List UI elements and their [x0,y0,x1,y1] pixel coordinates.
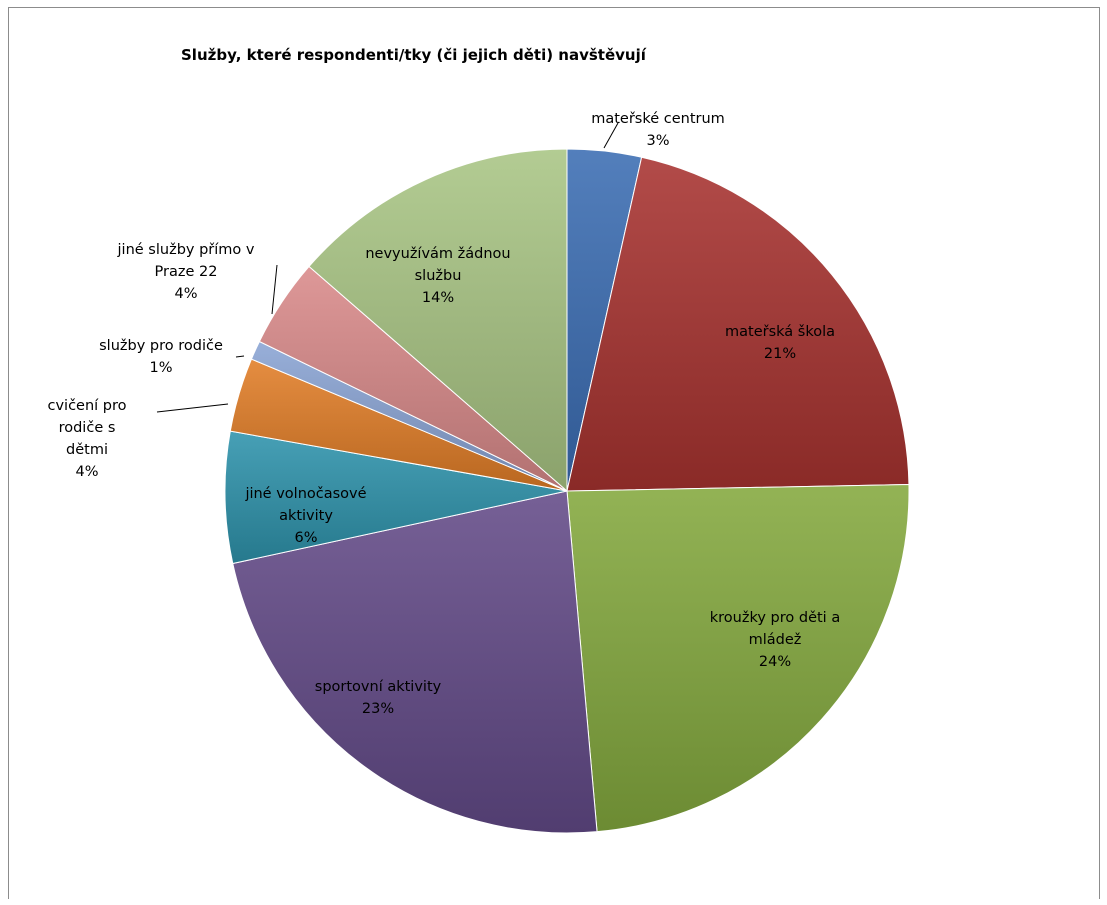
leader-line [235,355,245,358]
leader-line [271,264,278,315]
chart-title: Služby, které respondenti/tky (či jejich… [181,46,646,64]
data-label-category: jiné volnočasové [244,486,366,502]
leader-line [603,122,619,149]
pie-slice [224,430,568,565]
data-label-percent: 21% [764,346,796,362]
data-label: jiné služby přímo v Praze 22 4% [117,242,255,302]
data-label: mateřské centrum 3% [591,111,725,149]
data-label-percent: 1% [149,360,172,376]
data-label-category: sportovní aktivity [315,679,442,695]
data-label-percent: 23% [362,701,394,717]
data-label: nevyužívám žádnou službu 14% [365,246,510,306]
data-labels: mateřské centrum 3% mateřská škola 21% krouž… [47,111,840,717]
leader-line [156,403,229,413]
data-label: kroužky pro děti a mládež 24% [710,610,840,670]
data-label-category: mateřské centrum [591,111,725,127]
data-label-category: službu [415,268,462,284]
data-label-category: Praze 22 [155,264,218,280]
data-label: mateřská škola 21% [725,324,835,362]
data-label-percent: 4% [75,464,98,480]
pie-slices [224,148,910,834]
data-label-percent: 4% [174,286,197,302]
data-label: služby pro rodiče 1% [99,338,223,376]
pie-slice [232,490,598,834]
data-label-percent: 6% [294,530,317,546]
data-label-category: cvičení pro [47,398,126,414]
data-label-category: rodiče s [59,420,116,436]
data-label-category: mateřská škola [725,324,835,340]
data-label-category: dětmi [66,442,108,458]
data-label-category: kroužky pro děti a [710,610,840,626]
data-label: sportovní aktivity 23% [315,679,442,717]
pie-slice [566,156,910,492]
pie-slice [308,148,568,493]
data-label-category: nevyužívám žádnou [365,246,510,262]
data-label-percent: 24% [759,654,791,670]
pie-slice [566,484,910,833]
data-label-category: aktivity [279,508,333,524]
data-label-category: mládež [749,632,802,648]
data-label-percent: 3% [646,133,669,149]
leader-lines [156,122,619,413]
data-label-category: služby pro rodiče [99,338,223,354]
data-label: cvičení pro rodiče s dětmi 4% [47,398,126,480]
data-label-percent: 14% [422,290,454,306]
data-label-category: jiné služby přímo v [117,242,255,258]
data-label: jiné volnočasové aktivity 6% [244,486,366,546]
